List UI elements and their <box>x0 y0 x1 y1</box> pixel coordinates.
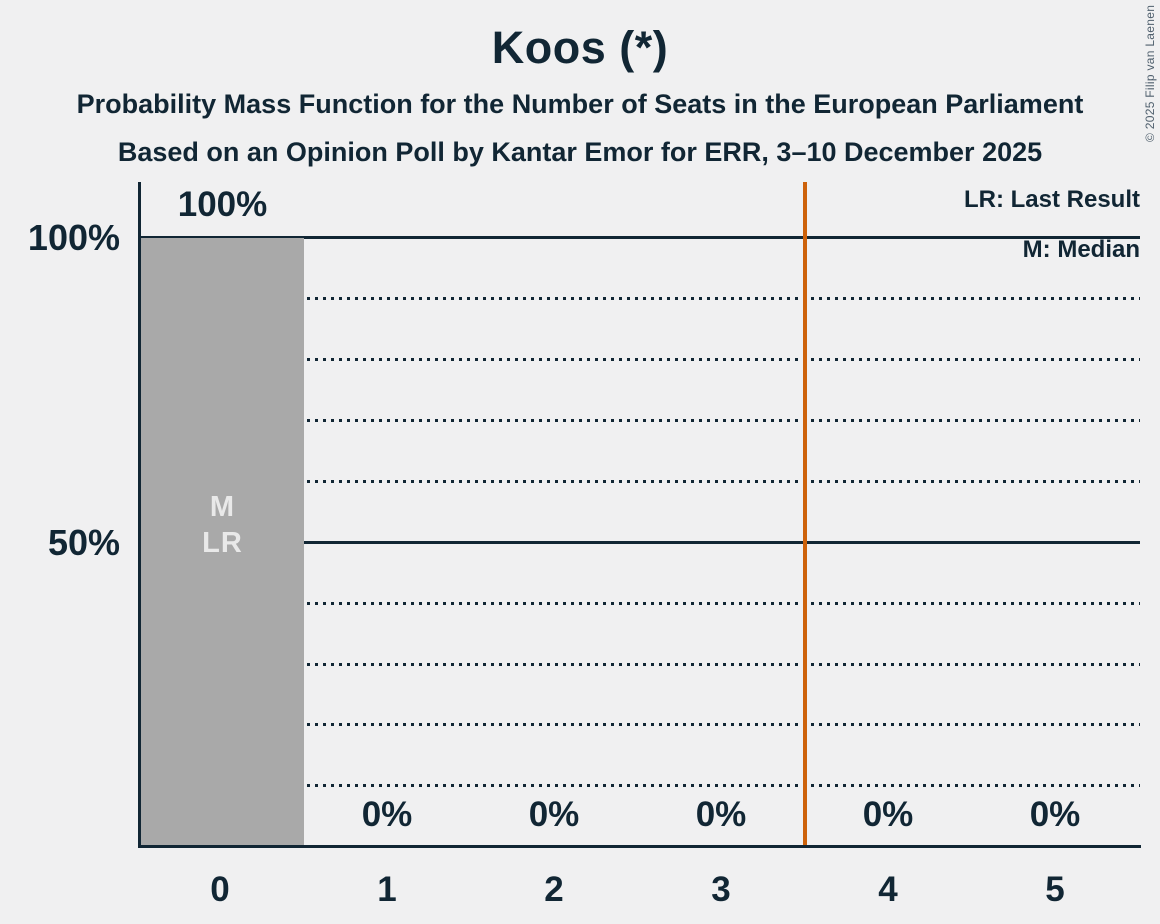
y-axis-label-50: 50% <box>47 522 120 563</box>
last-result-marker: LR <box>202 527 243 559</box>
gridline-100pct <box>139 236 1140 239</box>
legend-median: M: Median <box>1022 236 1140 263</box>
x-tick-0: 0 <box>210 870 230 909</box>
chart-subtitle: Probability Mass Function for the Number… <box>76 89 1084 119</box>
y-axis-label-100: 100% <box>27 217 120 258</box>
y-axis-line <box>138 182 141 848</box>
gridline-90pct <box>139 297 1140 300</box>
gridline-30pct <box>139 663 1140 666</box>
gridline-40pct <box>139 602 1140 605</box>
x-tick-3: 3 <box>711 870 731 909</box>
gridline-70pct <box>139 419 1140 422</box>
bar-value-label-5: 0% <box>1029 795 1081 834</box>
legend-last-result: LR: Last Result <box>963 186 1140 213</box>
bar-marker-labels: M LR <box>141 489 304 561</box>
median-marker: M <box>209 491 236 523</box>
bar-value-label-2: 0% <box>528 795 580 834</box>
x-tick-5: 5 <box>1045 870 1065 909</box>
chart-source-line: Based on an Opinion Poll by Kantar Emor … <box>117 137 1043 167</box>
bar-value-label-3: 0% <box>695 795 747 834</box>
x-tick-1: 1 <box>377 870 397 909</box>
gridline-80pct <box>139 358 1140 361</box>
chart-title: Koos (*) <box>491 22 669 73</box>
bar-value-label-0: 100% <box>177 185 268 224</box>
bar-value-label-4: 0% <box>862 795 914 834</box>
x-axis-line <box>138 845 1141 848</box>
gridline-60pct <box>139 480 1140 483</box>
gridline-50pct <box>139 541 1140 544</box>
x-tick-4: 4 <box>878 870 898 909</box>
x-tick-2: 2 <box>544 870 564 909</box>
gridline-10pct <box>139 784 1140 787</box>
gridline-20pct <box>139 723 1140 726</box>
bar-value-label-1: 0% <box>361 795 413 834</box>
threshold-line <box>803 182 807 845</box>
copyright-notice: © 2025 Filip van Laenen <box>1143 4 1157 142</box>
bar-seats-0: M LR <box>141 238 304 845</box>
